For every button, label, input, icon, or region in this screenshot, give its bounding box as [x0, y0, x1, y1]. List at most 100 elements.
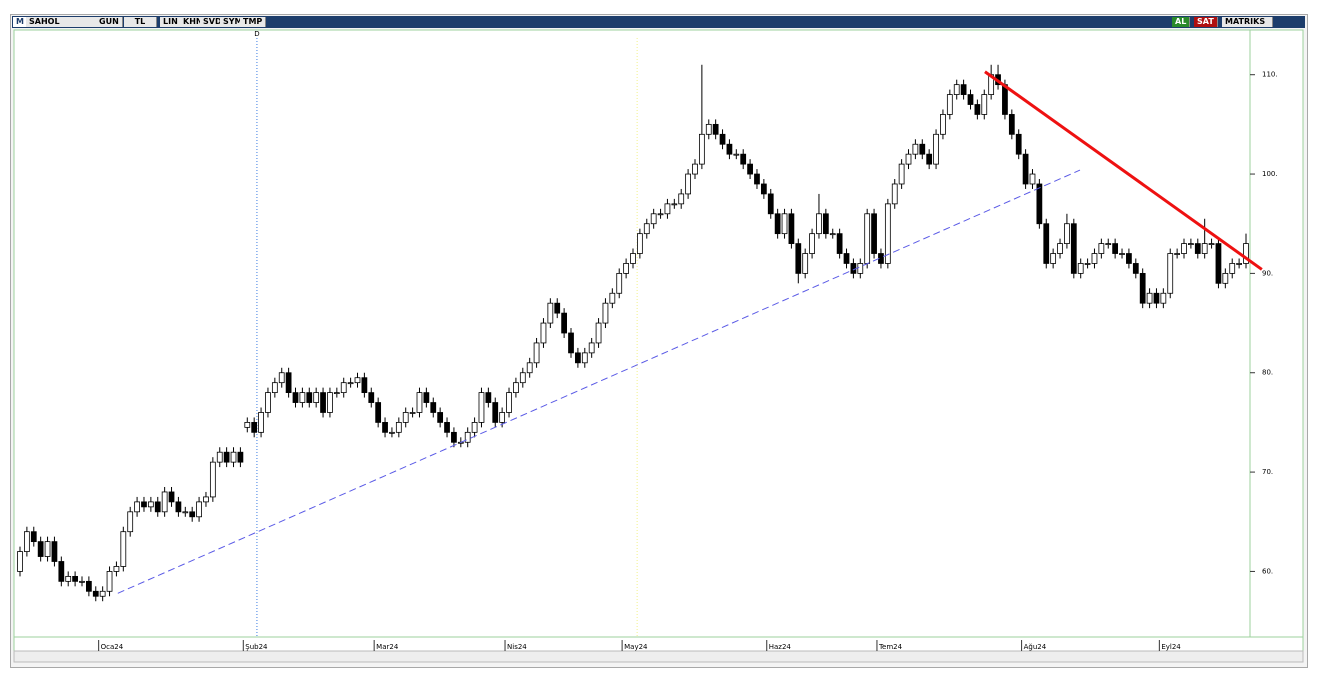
candle-body: [368, 392, 375, 403]
candle-body: [1132, 263, 1139, 274]
candle-body: [1167, 253, 1174, 294]
candle-body: [44, 541, 51, 557]
candle-body: [382, 422, 388, 433]
candle-body: [829, 233, 836, 236]
candle-body: [209, 461, 216, 498]
candle-body: [278, 372, 285, 384]
x-tick-label: Nis24: [507, 643, 527, 651]
candle-body: [1105, 243, 1112, 245]
candle-body: [554, 302, 561, 314]
candle-body: [216, 451, 223, 463]
x-tick-label: Oca24: [101, 643, 124, 651]
candle-body: [733, 153, 740, 156]
candle-body: [492, 402, 499, 423]
candle-body: [30, 531, 37, 543]
x-axis-area: [13, 636, 1304, 652]
candle-body: [134, 501, 140, 513]
candle-body: [327, 392, 333, 413]
candle-body: [389, 431, 395, 434]
candle-body: [58, 561, 65, 582]
candle-body: [251, 422, 258, 433]
x-tick-label: Tem24: [878, 643, 903, 651]
candle-body: [898, 163, 905, 185]
candle-body: [320, 392, 326, 413]
candle-body: [65, 575, 72, 582]
candle-body: [561, 312, 568, 334]
candle-body: [630, 253, 636, 264]
candle-body: [816, 213, 822, 235]
candle-body: [1174, 253, 1181, 255]
candle-body: [588, 342, 595, 354]
candle-body: [106, 571, 113, 592]
candle-body: [127, 511, 134, 533]
candle-body: [464, 431, 471, 443]
candle-body: [960, 84, 967, 95]
candle-body: [1036, 183, 1043, 225]
currency[interactable]: TL: [124, 17, 157, 27]
candle-body: [575, 352, 581, 364]
candle-body: [1070, 223, 1077, 274]
sell-button[interactable]: SAT: [1194, 17, 1218, 27]
candle-body: [1077, 263, 1084, 274]
candle-body: [526, 362, 533, 374]
candle-body: [774, 213, 781, 235]
candle-body: [230, 451, 237, 463]
candle-body: [72, 575, 78, 582]
candle-body: [1008, 114, 1015, 135]
candle-body: [650, 213, 657, 225]
candle-body: [451, 431, 457, 443]
toolbar: M SAHOL GUN TL LIN KHN SVD SYM TMP AL SA…: [12, 16, 1305, 28]
candle-body: [781, 213, 788, 235]
candle-body: [1222, 272, 1229, 284]
x-tick-label: Mar24: [376, 643, 399, 651]
candle-body: [871, 213, 877, 254]
candle-body: [1022, 153, 1029, 185]
candle-body: [154, 501, 161, 513]
candle-body: [719, 133, 726, 145]
candle-body: [685, 173, 691, 195]
y-tick-label: 90.: [1262, 269, 1273, 277]
candle-body: [333, 392, 340, 395]
candle-body: [17, 551, 23, 572]
candle-body: [1029, 173, 1036, 185]
candle-body: [1194, 243, 1201, 254]
y-tick-label: 80.: [1262, 369, 1273, 377]
candle-body: [864, 213, 871, 264]
candle-body: [602, 302, 609, 324]
candle-body: [1119, 253, 1125, 255]
candle-body: [203, 496, 209, 503]
candle-body: [540, 322, 547, 344]
candle-body: [306, 392, 313, 403]
candle-body: [788, 213, 795, 244]
candle-body: [1057, 243, 1063, 254]
candle-body: [705, 123, 712, 135]
scrollbar[interactable]: [13, 650, 1304, 663]
x-tick-label: Eyl24: [1161, 643, 1181, 651]
candle-body: [223, 451, 230, 463]
buy-button[interactable]: AL: [1172, 17, 1191, 27]
candle-body: [299, 392, 306, 403]
candle-body: [85, 580, 92, 592]
period[interactable]: GUN: [96, 17, 123, 27]
candle-body: [1153, 292, 1160, 304]
candle-body: [471, 422, 478, 433]
candle-body: [547, 302, 554, 324]
candle-body: [168, 491, 175, 503]
candle-body: [1112, 243, 1119, 254]
candle-body: [285, 372, 292, 394]
candle-body: [581, 352, 588, 364]
tool-button[interactable]: TMP: [240, 17, 267, 27]
x-tick-label: Şub24: [245, 643, 268, 651]
candle-body: [754, 173, 760, 185]
candle-body: [912, 143, 919, 155]
candle-body: [375, 402, 382, 423]
y-axis-area: [1249, 29, 1304, 638]
candle-body: [1091, 253, 1098, 264]
candle-body: [1050, 253, 1057, 264]
candle-body: [423, 392, 430, 403]
candle-body: [92, 590, 99, 597]
candle-body: [981, 94, 988, 115]
candle-body: [1160, 292, 1167, 304]
x-tick-label: Ağu24: [1024, 643, 1047, 651]
candle-body: [933, 133, 939, 165]
